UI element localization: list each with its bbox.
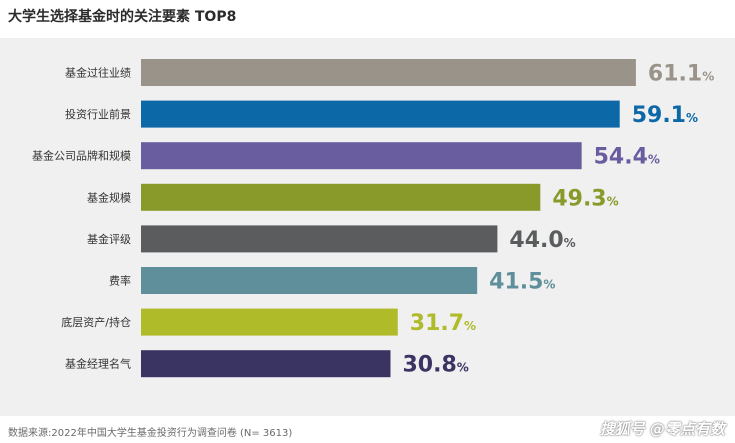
bar: [141, 59, 636, 86]
value-label: 61.1%: [648, 62, 714, 87]
bar: [141, 350, 391, 378]
category-label: 费率: [109, 274, 131, 288]
category-label: 基金经理名气: [65, 357, 131, 371]
bar: [141, 267, 478, 294]
category-label: 底层资产/持仓: [61, 315, 131, 329]
category-label: 基金规模: [87, 190, 131, 204]
category-label: 基金评级: [87, 232, 131, 246]
category-label: 基金公司品牌和规模: [32, 149, 131, 163]
bar: [141, 183, 541, 211]
value-label: 31.7%: [410, 311, 476, 336]
value-label: 49.3%: [552, 186, 618, 211]
chart-title: 大学生选择基金时的关注要素 TOP8: [8, 9, 237, 25]
chart-panel: 基金过往业绩 61.1% 投资行业前景 59.1% 基金公司品牌和规模 54.4% 基金规模…: [0, 38, 735, 416]
watermark-logo: 搜狐号 @零点有数: [599, 420, 725, 438]
value-label: 30.8%: [402, 353, 468, 378]
bar: [141, 225, 498, 253]
value-label: 54.4%: [594, 145, 660, 170]
bar: [141, 142, 582, 170]
data-source: 数据来源:2022年中国大学生基金投资行为调查问卷 (N= 3613): [8, 428, 293, 439]
bar: [141, 308, 398, 336]
value-label: 41.5%: [489, 270, 555, 295]
bar-chart: 基金过往业绩 61.1% 投资行业前景 59.1% 基金公司品牌和规模 54.4% 基金规模…: [32, 59, 714, 378]
category-label: 基金过往业绩: [65, 66, 131, 80]
value-label: 44.0%: [509, 228, 575, 253]
category-label: 投资行业前景: [65, 107, 131, 121]
value-label: 59.1%: [632, 103, 698, 128]
bar: [141, 100, 620, 128]
